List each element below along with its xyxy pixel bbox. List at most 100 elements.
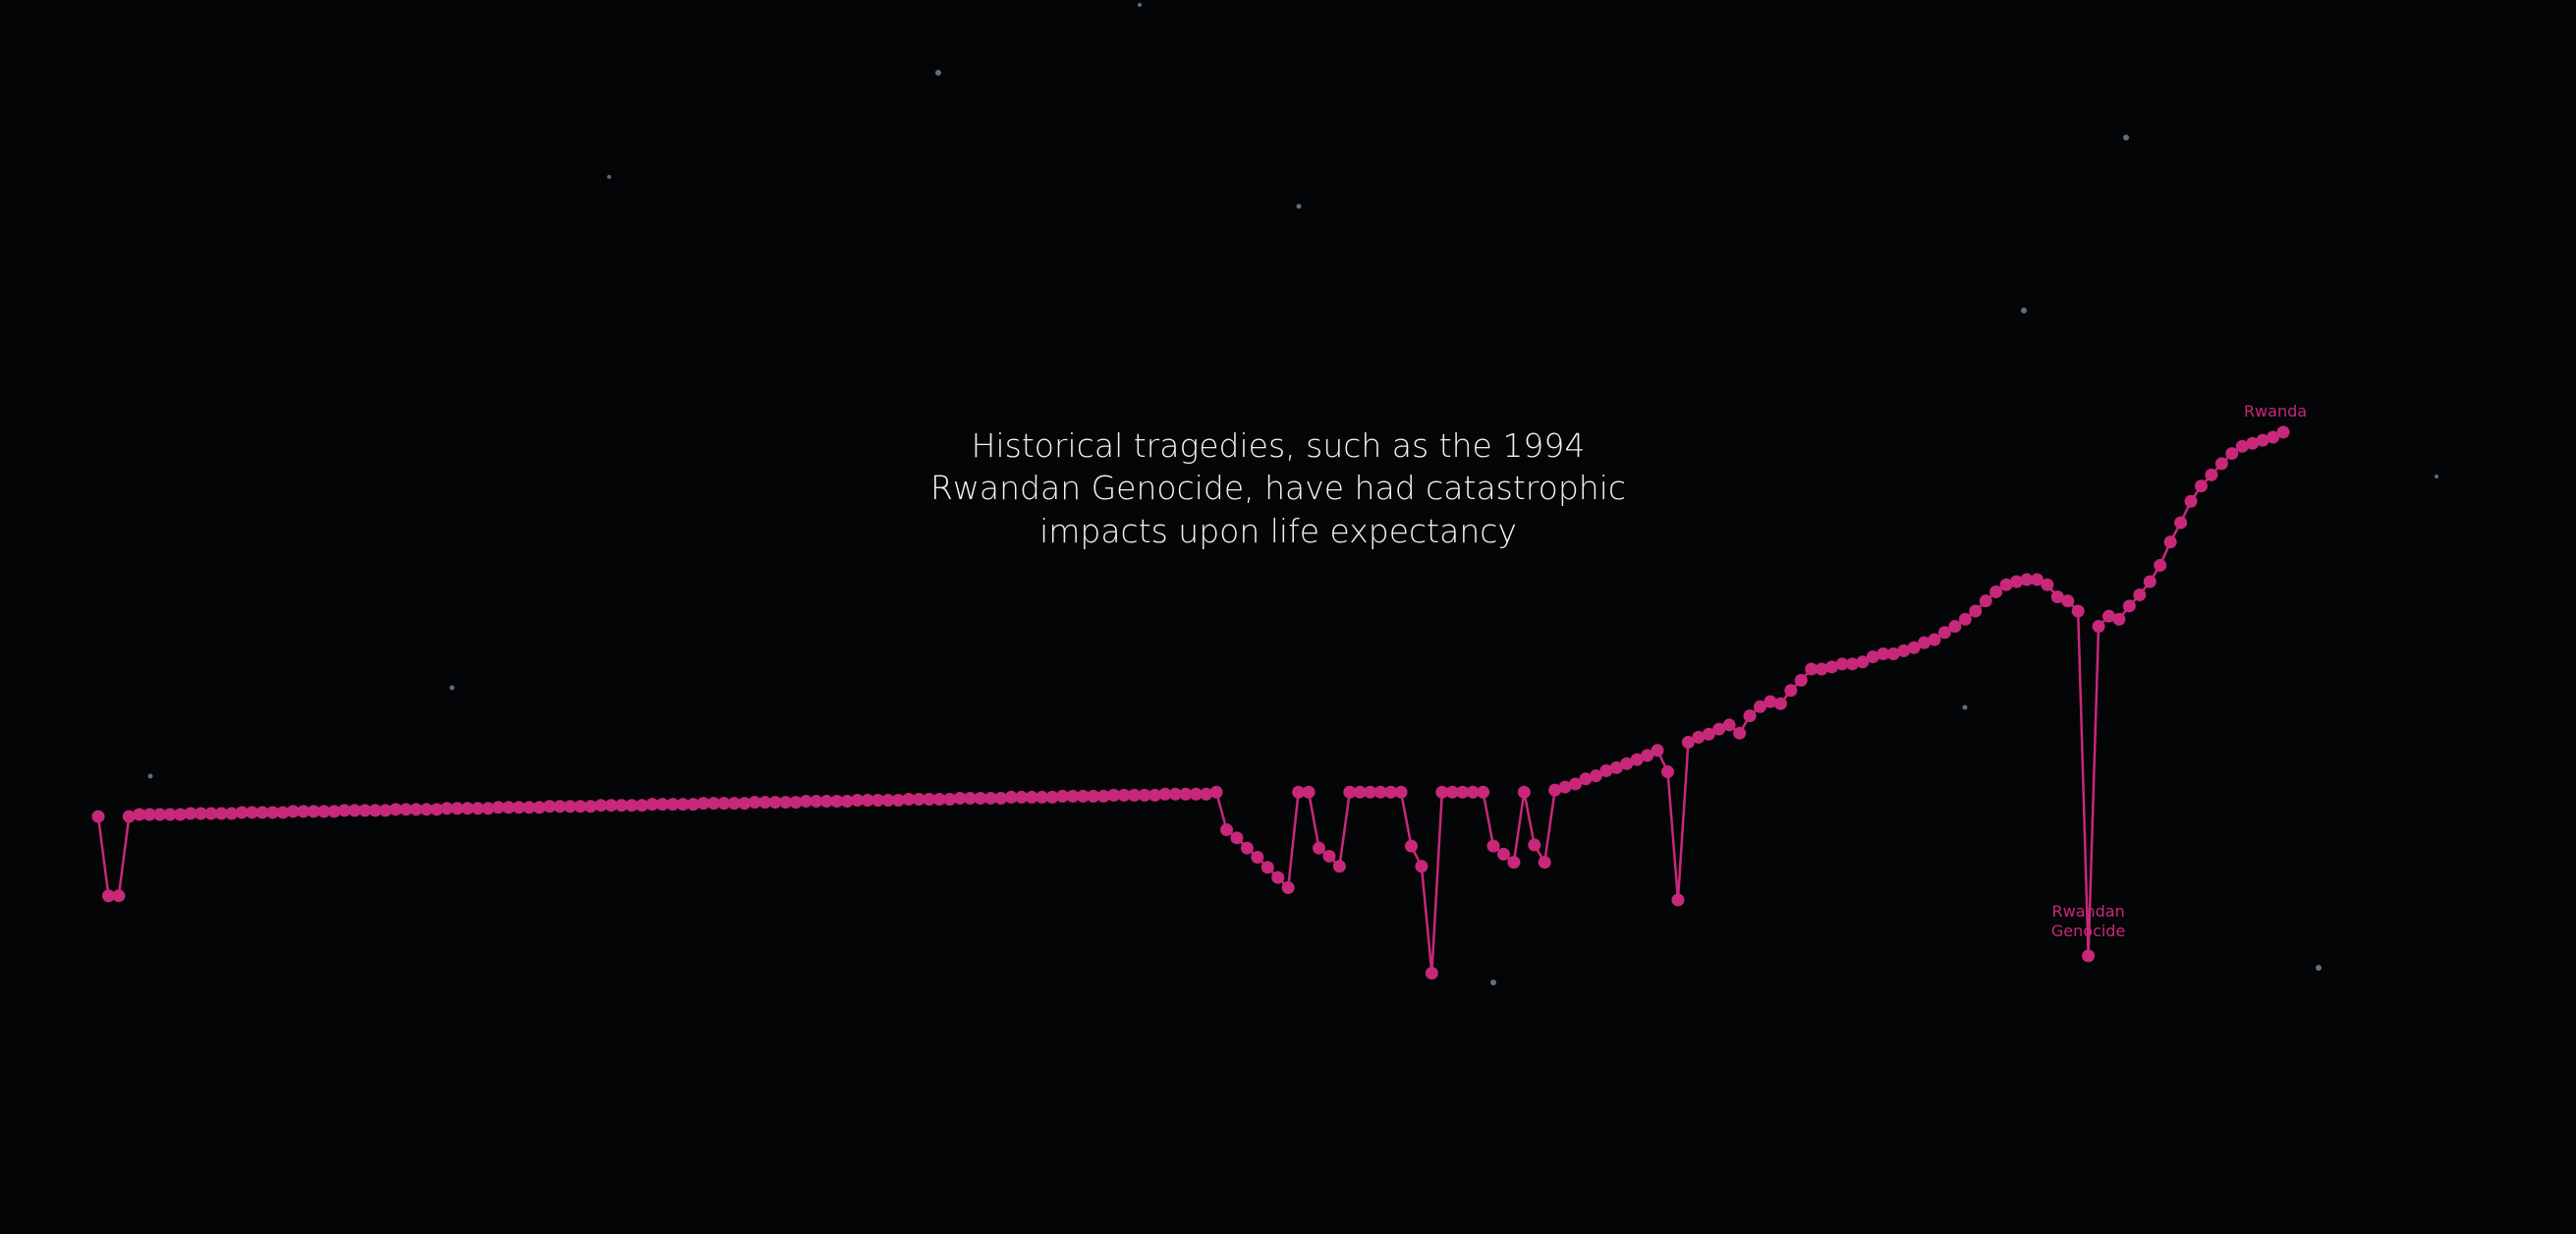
- data-point: [378, 804, 392, 817]
- data-point: [2154, 558, 2167, 572]
- data-point: [297, 805, 310, 818]
- data-point: [1415, 860, 1428, 873]
- data-point: [1004, 790, 1018, 804]
- data-point: [1087, 789, 1100, 803]
- data-point: [1477, 785, 1490, 799]
- data-point: [1055, 789, 1069, 803]
- data-point: [840, 795, 854, 809]
- data-point: [276, 806, 290, 819]
- data-point: [1948, 620, 1962, 634]
- data-point: [246, 806, 259, 819]
- data-point: [594, 799, 608, 813]
- data-point: [615, 799, 629, 813]
- star: [607, 175, 611, 179]
- data-point: [1733, 726, 1747, 740]
- data-point: [1999, 578, 2013, 591]
- data-point: [2225, 447, 2239, 461]
- data-point: [194, 807, 207, 820]
- chart-title: impacts upon life expectancy: [1039, 512, 1517, 550]
- data-point: [2030, 573, 2044, 587]
- data-point: [676, 798, 690, 812]
- data-point: [1292, 785, 1306, 799]
- data-point: [625, 799, 639, 813]
- star: [449, 685, 455, 691]
- data-point: [1958, 612, 1972, 626]
- data-point: [1373, 785, 1387, 799]
- data-point: [1692, 730, 1706, 744]
- data-point: [1630, 753, 1644, 766]
- data-point: [255, 806, 269, 819]
- data-point: [1045, 790, 1059, 804]
- data-point: [2194, 479, 2208, 493]
- data-point: [1722, 718, 1736, 732]
- data-point: [1743, 709, 1757, 723]
- data-point: [542, 800, 556, 813]
- data-point: [964, 791, 978, 805]
- data-point: [1569, 777, 1583, 791]
- data-point: [204, 807, 218, 820]
- data-point: [1517, 785, 1531, 799]
- data-point: [1466, 785, 1480, 799]
- data-point: [574, 800, 588, 813]
- data-point: [358, 804, 371, 817]
- data-point: [1107, 788, 1121, 802]
- data-point: [983, 791, 997, 805]
- data-point: [1589, 769, 1602, 783]
- data-point: [1404, 839, 1418, 853]
- star: [2316, 965, 2322, 971]
- data-point: [1897, 644, 1911, 657]
- data-point: [2205, 468, 2218, 481]
- chart-title: Rwandan Genocide, have had catastrophic: [930, 469, 1626, 507]
- stars: [147, 3, 2438, 985]
- data-point: [2020, 573, 2034, 587]
- data-point: [1200, 787, 1213, 801]
- data-point: [1712, 722, 1726, 736]
- data-point: [1179, 787, 1193, 801]
- data-point: [2214, 457, 2228, 471]
- data-point: [819, 795, 833, 809]
- data-point: [1322, 849, 1336, 863]
- data-point: [184, 807, 197, 820]
- data-point: [974, 791, 987, 805]
- data-point: [943, 792, 957, 806]
- data-point: [1117, 788, 1131, 802]
- data-point: [1486, 839, 1500, 853]
- data-point: [881, 794, 895, 808]
- data-point: [1764, 695, 1777, 708]
- data-point: [1538, 856, 1551, 869]
- data-point: [348, 804, 362, 817]
- data-point: [368, 804, 382, 817]
- data-point: [2163, 535, 2177, 549]
- data-point: [112, 889, 126, 903]
- data-point: [1620, 757, 1634, 770]
- data-point: [1907, 641, 1921, 654]
- star: [2021, 308, 2027, 313]
- data-point: [1702, 727, 1715, 741]
- data-point: [2082, 949, 2096, 963]
- data-point: [317, 805, 331, 818]
- data-point: [1599, 764, 1613, 778]
- data-point: [717, 797, 731, 811]
- annotation: Genocide: [2051, 922, 2125, 940]
- data-point: [2041, 578, 2054, 591]
- data-point: [1641, 749, 1654, 762]
- data-point: [994, 791, 1008, 805]
- data-point: [338, 804, 352, 817]
- data-point: [1845, 657, 1859, 671]
- data-point: [2071, 604, 2085, 618]
- data-point: [1507, 856, 1521, 869]
- data-point: [2061, 594, 2075, 608]
- data-point: [1128, 788, 1142, 802]
- data-point: [830, 795, 844, 809]
- data-point: [912, 792, 925, 806]
- data-point: [2112, 612, 2126, 626]
- data-point: [553, 800, 567, 813]
- data-point: [153, 808, 167, 821]
- star: [1490, 980, 1496, 985]
- data-point: [1445, 785, 1459, 799]
- data-point: [1230, 831, 1244, 845]
- chart-title: Historical tragedies, such as the 1994: [972, 426, 1586, 465]
- data-point: [727, 797, 741, 811]
